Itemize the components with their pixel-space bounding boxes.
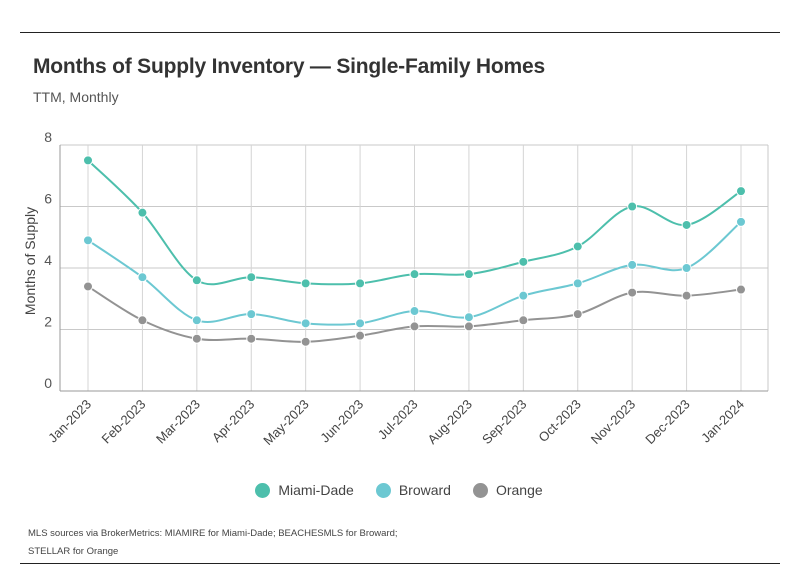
data-point-miami-dade (246, 272, 257, 283)
data-point-orange (355, 330, 366, 341)
data-point-broward (300, 318, 311, 329)
data-point-broward (355, 318, 366, 329)
chart-legend: Miami-Dade Broward Orange (0, 482, 798, 498)
source-note-line-2: STELLAR for Orange (28, 546, 119, 557)
data-point-orange (463, 321, 474, 332)
x-tick-label: Jun-2023 (317, 397, 366, 446)
x-tick-label: Oct-2023 (535, 397, 583, 445)
legend-marker (375, 482, 391, 498)
data-point-miami-dade (409, 269, 420, 280)
y-tick-label: 8 (44, 129, 52, 145)
data-point-orange (681, 290, 692, 301)
bottom-rule (20, 563, 780, 564)
data-point-broward (463, 312, 474, 323)
data-point-broward (681, 263, 692, 273)
legend-item-broward[interactable]: Broward (375, 482, 451, 498)
legend-label: Miami-Dade (278, 482, 354, 498)
x-tick-label: Sep-2023 (479, 397, 529, 447)
x-tick-label: Dec-2023 (642, 397, 692, 447)
legend-label: Broward (398, 482, 451, 498)
data-point-broward (518, 290, 529, 301)
data-point-orange (83, 281, 93, 292)
y-axis-label: Months of Supply (22, 207, 38, 315)
data-point-miami-dade (681, 219, 692, 230)
data-point-broward (627, 259, 638, 270)
data-point-broward (572, 278, 583, 289)
data-point-miami-dade (463, 269, 474, 280)
legend-item-miami-dade[interactable]: Miami-Dade (255, 482, 354, 498)
x-tick-label: Aug-2023 (425, 397, 475, 447)
x-tick-label: Jan-2024 (698, 397, 747, 446)
legend-label: Orange (495, 482, 543, 498)
data-point-miami-dade (572, 241, 583, 252)
x-tick-label: Apr-2023 (209, 397, 257, 445)
data-point-orange (736, 284, 746, 295)
x-tick-label: May-2023 (260, 397, 311, 448)
x-tick-label: Mar-2023 (153, 397, 203, 447)
top-rule (20, 32, 780, 33)
data-point-orange (300, 336, 311, 347)
data-point-miami-dade (627, 201, 638, 212)
data-point-orange (572, 309, 583, 320)
data-point-orange (409, 321, 420, 332)
data-point-orange (627, 287, 638, 298)
y-tick-label: 4 (44, 252, 52, 268)
data-point-miami-dade (191, 275, 202, 286)
x-tick-label: Feb-2023 (99, 397, 149, 447)
data-point-miami-dade (355, 278, 366, 289)
data-point-miami-dade (518, 256, 529, 267)
data-point-orange (518, 315, 529, 326)
chart-title: Months of Supply Inventory — Single-Fami… (33, 55, 545, 78)
y-tick-label: 2 (44, 314, 52, 330)
source-note-line-1: MLS sources via BrokerMetrics: MIAMIRE f… (28, 528, 398, 539)
data-point-broward (83, 235, 93, 246)
data-point-broward (137, 272, 148, 283)
data-point-orange (137, 315, 148, 326)
data-point-broward (191, 315, 202, 326)
legend-marker (255, 482, 271, 498)
y-tick-label: 0 (44, 375, 52, 391)
x-tick-label: Jan-2023 (45, 397, 94, 446)
data-point-broward (246, 309, 257, 320)
x-tick-label: Nov-2023 (588, 397, 638, 447)
data-point-orange (246, 333, 257, 344)
data-point-orange (191, 333, 202, 344)
data-point-miami-dade (736, 186, 746, 197)
data-point-miami-dade (137, 207, 148, 218)
y-tick-label: 6 (44, 191, 52, 207)
chart-subtitle: TTM, Monthly (33, 89, 119, 105)
data-point-miami-dade (300, 278, 311, 289)
legend-marker (472, 482, 488, 498)
data-point-miami-dade (83, 155, 93, 166)
data-point-broward (736, 216, 746, 227)
data-point-broward (409, 306, 420, 317)
legend-item-orange[interactable]: Orange (472, 482, 543, 498)
x-tick-label: Jul-2023 (375, 397, 421, 443)
